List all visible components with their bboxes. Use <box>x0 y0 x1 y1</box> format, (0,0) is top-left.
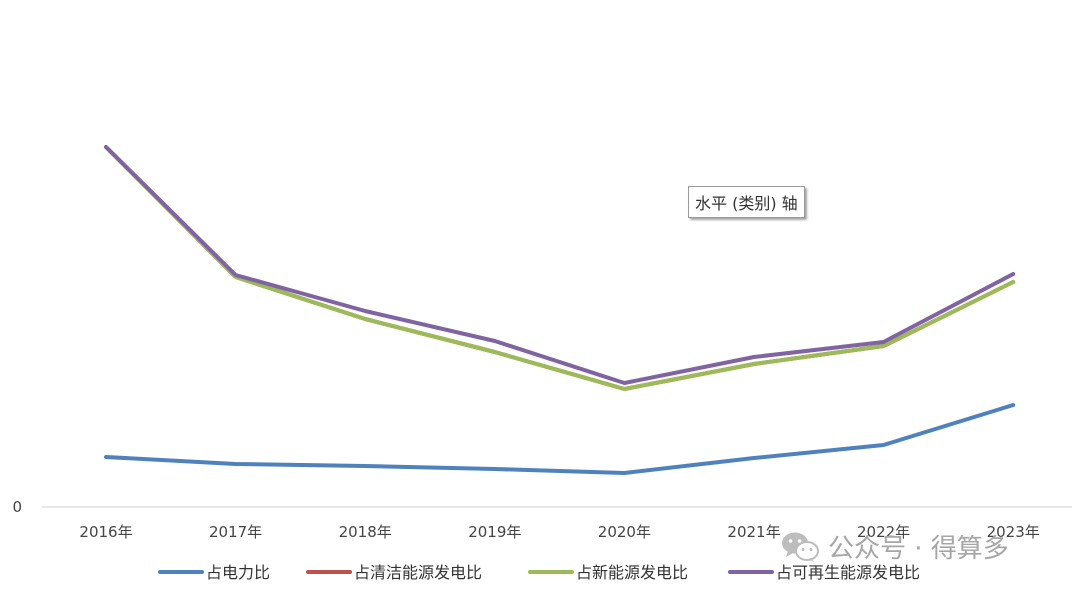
legend-label: 占新能源发电比 <box>576 563 688 582</box>
legend-label: 占清洁能源发电比 <box>354 563 482 582</box>
legend-label: 占电力比 <box>206 563 270 582</box>
watermark: 公众号 · 得算多 <box>780 528 1009 565</box>
x-tick-labels: 2016年 2017年 2018年 2019年 2020年 2021年 2022年 2023年 <box>79 523 1039 541</box>
y-tick-label: 0 <box>12 498 22 516</box>
series-line <box>104 145 1016 385</box>
legend: 占电力比 占清洁能源发电比 占新能源发电比 占可再生能源发电比 <box>158 563 920 582</box>
watermark-text: 公众号 · 得算多 <box>828 534 1009 564</box>
x-tick-label: 2021年 <box>727 523 780 541</box>
x-tick-label: 2019年 <box>468 523 521 541</box>
x-tick-label: 2017年 <box>209 523 262 541</box>
x-tick-label: 2016年 <box>79 523 132 541</box>
wechat-icon <box>782 532 819 562</box>
series-line <box>104 403 1016 475</box>
series-line <box>104 145 1016 391</box>
x-tick-label: 2020年 <box>598 523 651 541</box>
axis-tooltip: 水平 (类别) 轴 <box>688 186 805 218</box>
series-lines <box>104 145 1016 475</box>
x-tick-label: 2023年 <box>987 523 1040 541</box>
x-tick-label: 2022年 <box>857 523 910 541</box>
series-line <box>104 145 1016 391</box>
x-tick-label: 2018年 <box>339 523 392 541</box>
legend-label: 占可再生能源发电比 <box>776 563 920 582</box>
